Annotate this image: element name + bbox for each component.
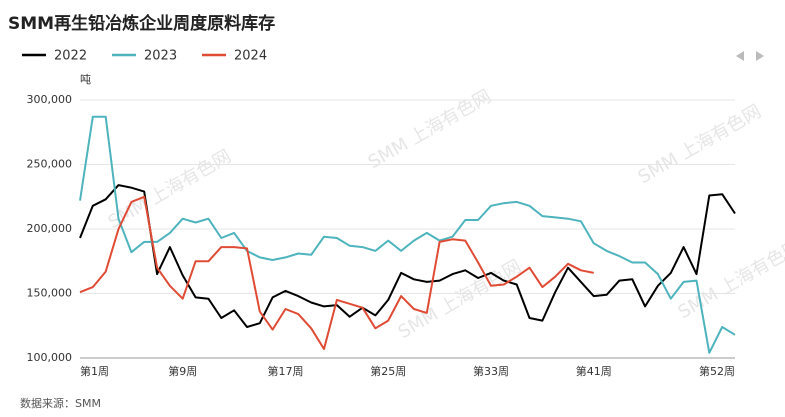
watermark: SMM 上海有色网 — [365, 86, 495, 173]
legend-label: 2023 — [144, 49, 177, 64]
y-unit: 吨 — [80, 73, 91, 86]
legend-label: 2024 — [234, 49, 267, 64]
series-line — [79, 115, 736, 354]
y-tick-label: 250,000 — [27, 158, 73, 171]
series-line — [79, 184, 736, 328]
watermark: SMM 上海有色网 — [635, 101, 765, 188]
nav-next[interactable] — [756, 51, 764, 61]
chart-title: SMM再生铅冶炼企业周度原料库存 — [8, 13, 275, 34]
watermark: SMM 上海有色网 — [105, 146, 235, 233]
x-tick-label: 第52周 — [699, 364, 735, 378]
source: 数据来源：SMM — [20, 396, 101, 410]
legend-label: 2022 — [54, 49, 87, 64]
x-tick-label: 第1周 — [80, 364, 109, 378]
x-tick-label: 第9周 — [168, 364, 197, 378]
y-tick-label: 300,000 — [27, 93, 73, 106]
x-tick-label: 第25周 — [370, 364, 406, 378]
watermark: SMM 上海有色网 — [675, 236, 785, 323]
nav-prev[interactable] — [736, 51, 744, 61]
x-tick-label: 第41周 — [576, 364, 612, 378]
watermark: SMM 上海有色网 — [395, 256, 525, 343]
x-tick-label: 第33周 — [473, 364, 509, 378]
x-tick-label: 第17周 — [267, 364, 303, 378]
series-line — [79, 195, 594, 350]
y-tick-label: 150,000 — [27, 287, 73, 300]
y-tick-label: 200,000 — [27, 222, 73, 235]
y-tick-label: 100,000 — [27, 351, 73, 364]
